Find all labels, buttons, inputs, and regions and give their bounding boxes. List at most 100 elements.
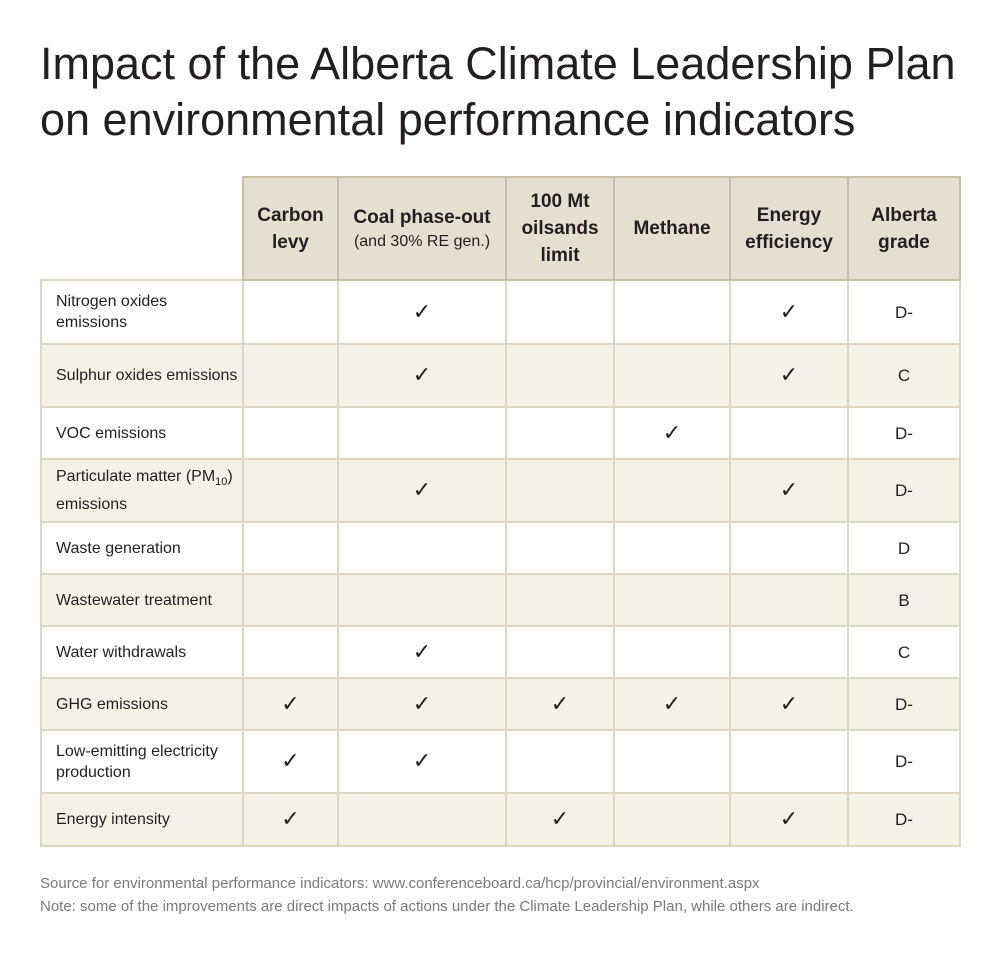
check-mark-cell: ✓ — [337, 677, 507, 731]
table-row: Wastewater treatment B — [40, 573, 961, 627]
header-corner — [41, 177, 244, 280]
indicator-text: ) emissions — [56, 468, 233, 513]
grade-cell: C — [847, 625, 961, 679]
row-indicator-label: Waste generation — [40, 521, 244, 575]
check-mark-cell: ✓ — [242, 677, 339, 731]
column-header-label: 100 Mt oilsands limit — [521, 191, 599, 266]
column-header-label: Methane — [633, 218, 711, 239]
table-row: Particulate matter (PM10) emissions ✓ ✓ D- — [40, 458, 961, 523]
column-header-sublabel: (and 30% RE gen.) — [353, 233, 491, 250]
check-mark-cell: ✓ — [337, 729, 507, 794]
check-mark-icon: ✓ — [412, 478, 432, 503]
check-mark-cell: ✓ — [505, 792, 615, 847]
source-line: Source for environmental performance ind… — [40, 875, 760, 892]
empty-cell — [613, 625, 731, 679]
row-indicator-label: Nitrogen oxides emissions — [40, 279, 244, 345]
check-mark-icon: ✓ — [779, 299, 799, 325]
column-header: Coal phase-out (and 30% RE gen.) — [337, 176, 507, 281]
check-mark-cell: ✓ — [337, 343, 507, 408]
grade-cell: D- — [847, 792, 961, 847]
header-row: Carbon levy Coal phase-out (and 30% RE ge… — [41, 176, 961, 281]
table-row: Water withdrawals ✓ C — [40, 625, 961, 679]
table-body: Nitrogen oxides emissions ✓ ✓ D- Sulphur oxi… — [40, 279, 961, 847]
check-mark-icon: ✓ — [412, 363, 432, 388]
empty-cell — [337, 573, 507, 627]
check-mark-cell: ✓ — [613, 677, 731, 731]
note-line: Note: some of the improvements are direc… — [40, 898, 854, 915]
empty-cell — [505, 521, 615, 575]
table-row: VOC emissions ✓ D- — [40, 406, 961, 460]
check-mark-icon: ✓ — [281, 691, 300, 717]
row-indicator-label: GHG emissions — [40, 677, 244, 731]
check-mark-icon: ✓ — [779, 691, 799, 717]
empty-cell — [242, 573, 339, 627]
check-mark-cell: ✓ — [337, 279, 507, 345]
empty-cell — [505, 729, 615, 794]
table-row: Nitrogen oxides emissions ✓ ✓ D- — [40, 279, 961, 345]
column-header: Alberta grade — [847, 176, 961, 281]
check-mark-cell: ✓ — [505, 677, 615, 731]
table-row: GHG emissions ✓ ✓ ✓ ✓ ✓ D- — [40, 677, 961, 731]
empty-cell — [505, 625, 615, 679]
empty-cell — [337, 792, 507, 847]
check-mark-cell: ✓ — [729, 458, 849, 523]
grade-cell: D- — [847, 677, 961, 731]
empty-cell — [242, 279, 339, 345]
column-header-label: Alberta grade — [871, 204, 937, 253]
grade-cell: C — [847, 343, 961, 408]
check-mark-cell: ✓ — [729, 677, 849, 731]
grade-cell: D- — [847, 406, 961, 460]
empty-cell — [613, 792, 731, 847]
row-indicator-label: Energy intensity — [40, 792, 244, 847]
check-mark-icon: ✓ — [281, 749, 300, 774]
empty-cell — [613, 521, 731, 575]
check-mark-icon: ✓ — [662, 691, 682, 717]
check-mark-icon: ✓ — [412, 299, 432, 325]
empty-cell — [729, 625, 849, 679]
empty-cell — [337, 406, 507, 460]
column-header: Energy efficiency — [729, 176, 849, 281]
empty-cell — [613, 279, 731, 345]
column-header: Carbon levy — [242, 176, 339, 281]
empty-cell — [729, 406, 849, 460]
source-notes: Source for environmental performance ind… — [40, 872, 990, 918]
check-mark-icon: ✓ — [779, 807, 799, 832]
table-row: Sulphur oxides emissions ✓ ✓ C — [40, 343, 961, 408]
empty-cell — [729, 521, 849, 575]
indicator-subscript: 10 — [215, 476, 228, 489]
column-header-label: Energy efficiency — [745, 204, 833, 253]
grade-cell: D- — [847, 458, 961, 523]
empty-cell — [729, 729, 849, 794]
check-mark-icon: ✓ — [662, 420, 682, 446]
grade-cell: D- — [847, 729, 961, 794]
row-indicator-label: Low-emitting electricity production — [40, 729, 244, 794]
column-header: Methane — [613, 176, 731, 281]
chart-title: Impact of the Alberta Climate Leadership… — [40, 38, 956, 145]
empty-cell — [613, 458, 731, 523]
grade-cell: B — [847, 573, 961, 627]
row-indicator-label: Wastewater treatment — [40, 573, 244, 627]
check-mark-cell: ✓ — [242, 729, 339, 794]
check-mark-icon: ✓ — [412, 639, 432, 665]
table-row: Low-emitting electricity production ✓ ✓ D- — [40, 729, 961, 794]
row-indicator-label: VOC emissions — [40, 406, 244, 460]
empty-cell — [505, 573, 615, 627]
check-mark-icon: ✓ — [412, 691, 432, 717]
row-indicator-label: Water withdrawals — [40, 625, 244, 679]
empty-cell — [242, 458, 339, 523]
indicator-table: Carbon levy Coal phase-out (and 30% RE ge… — [40, 176, 961, 847]
check-mark-cell: ✓ — [729, 343, 849, 408]
empty-cell — [505, 406, 615, 460]
empty-cell — [242, 625, 339, 679]
check-mark-icon: ✓ — [779, 478, 799, 503]
check-mark-cell: ✓ — [729, 792, 849, 847]
check-mark-icon: ✓ — [550, 807, 570, 832]
column-header-label: Carbon levy — [257, 204, 324, 253]
table-row: Energy intensity ✓ ✓ ✓ D- — [40, 792, 961, 847]
empty-cell — [613, 729, 731, 794]
grade-cell: D- — [847, 279, 961, 345]
check-mark-icon: ✓ — [779, 363, 799, 388]
check-mark-cell: ✓ — [729, 279, 849, 345]
empty-cell — [242, 406, 339, 460]
empty-cell — [613, 573, 731, 627]
